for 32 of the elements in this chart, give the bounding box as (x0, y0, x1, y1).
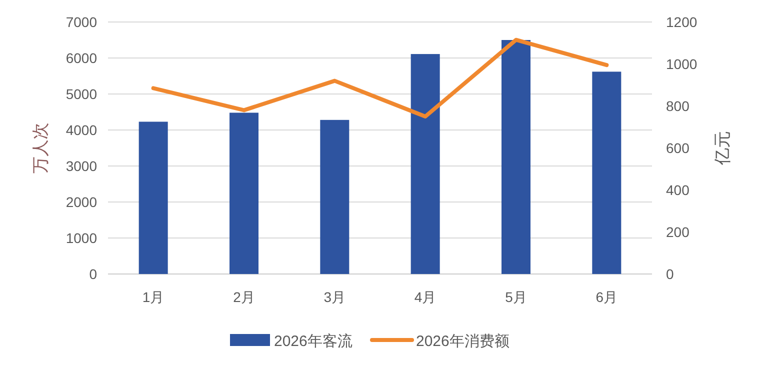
y2-tick-label: 400 (666, 182, 690, 198)
y-tick-label: 7000 (66, 14, 98, 30)
x-tick-label: 1月 (142, 289, 164, 305)
y2-axis-title: 亿元 (713, 131, 732, 166)
bar (230, 112, 258, 274)
x-tick-label: 4月 (414, 289, 436, 305)
y-tick-label: 1000 (66, 230, 98, 246)
legend-label: 2026年消费额 (416, 333, 510, 350)
legend-label: 2026年客流 (274, 333, 352, 350)
y-tick-label: 3000 (66, 158, 98, 174)
y2-tick-label: 1000 (666, 56, 698, 72)
y2-tick-label: 1200 (666, 14, 698, 30)
bar (410, 54, 440, 274)
x-tick-label: 2月 (233, 289, 255, 305)
x-tick-label: 5月 (505, 289, 527, 305)
line-series (151, 38, 609, 118)
y-tick-label: 0 (89, 266, 98, 282)
y2-tick-label: 200 (666, 224, 690, 240)
bar (320, 120, 350, 274)
y-tick-label: 4000 (66, 122, 98, 138)
y2-tick-label: 0 (666, 266, 674, 282)
bar (592, 72, 622, 274)
x-tick-label: 3月 (324, 289, 346, 305)
y2-tick-label: 800 (666, 98, 690, 114)
y-tick-label: 2000 (66, 194, 98, 210)
bar (138, 122, 168, 274)
y2-tick-label: 600 (666, 140, 690, 156)
x-tick-label: 6月 (596, 289, 618, 305)
bar (502, 40, 530, 274)
y-axis-title: 万人次 (31, 122, 50, 174)
y-tick-label: 6000 (66, 50, 98, 66)
y-tick-label: 5000 (66, 86, 98, 102)
